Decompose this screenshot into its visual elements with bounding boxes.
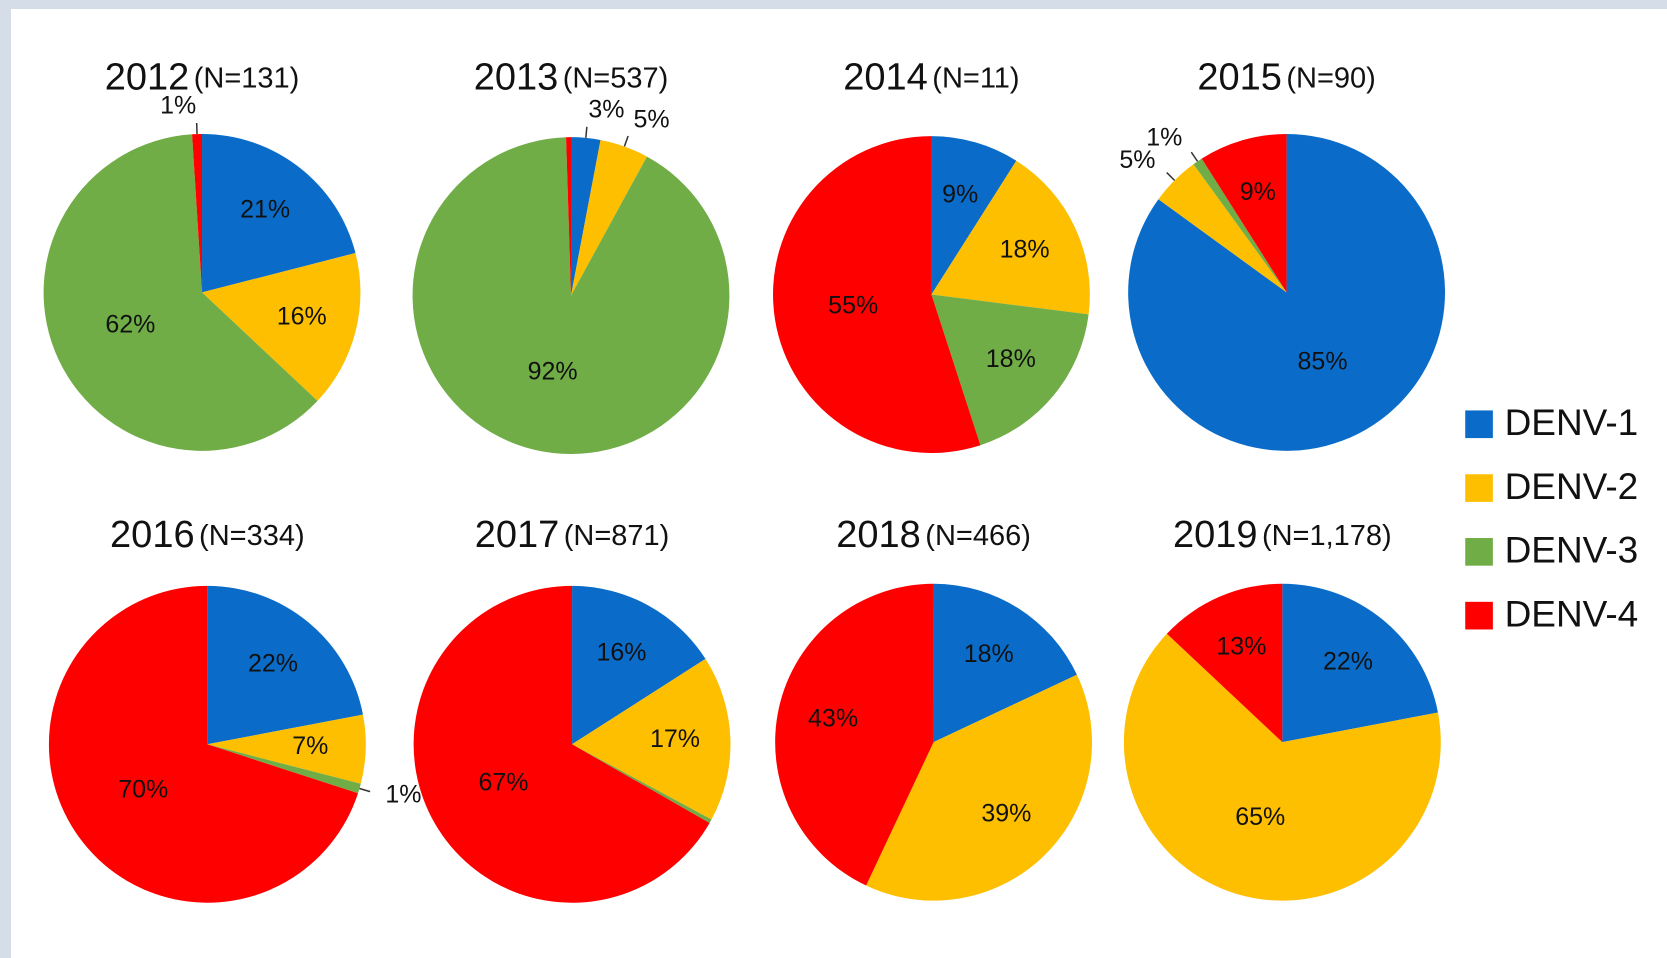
data-label: 55%	[828, 292, 878, 320]
pie-year: 2015	[1197, 57, 1282, 99]
pie-count: (N=90)	[1286, 62, 1375, 94]
data-label: 3%	[588, 96, 624, 124]
leader-line	[359, 787, 371, 793]
pie-slice	[773, 136, 981, 453]
pie-title: 2013 (N=537)	[474, 57, 669, 99]
pie-year: 2013	[474, 57, 559, 99]
pie-count: (N=537)	[563, 62, 669, 94]
data-label: 16%	[596, 639, 646, 667]
data-label: 22%	[1323, 647, 1373, 675]
data-label: 9%	[1240, 178, 1276, 206]
data-label: 17%	[650, 725, 700, 753]
data-label: 1%	[385, 781, 421, 809]
leader-line	[1166, 172, 1176, 181]
data-label: 70%	[118, 775, 168, 803]
pie-slice	[931, 136, 1017, 295]
pie-slice	[866, 674, 1093, 901]
pie-slice	[572, 744, 712, 823]
pie-slice	[572, 585, 706, 745]
pie-slice	[43, 134, 318, 451]
data-label: 67%	[479, 769, 529, 797]
data-label: 13%	[1216, 632, 1266, 660]
pie-slice	[413, 585, 710, 903]
pie-slice	[1193, 158, 1287, 293]
data-label: 18%	[1000, 235, 1050, 263]
pie-slice	[48, 585, 359, 903]
pie-title: 2016 (N=334)	[110, 514, 305, 556]
leader-line	[623, 135, 629, 147]
pie-title: 2014 (N=11)	[843, 57, 1019, 99]
pie-slice	[1123, 633, 1441, 901]
pie-slice	[933, 583, 1077, 743]
data-label: 7%	[292, 732, 328, 760]
pie-year: 2018	[836, 514, 921, 556]
pie-slice	[775, 583, 934, 886]
pie-count: (N=466)	[925, 520, 1031, 552]
data-label: 9%	[942, 180, 978, 208]
pie-slice	[207, 744, 361, 794]
legend-swatch	[1465, 601, 1493, 630]
pie-slice	[192, 133, 203, 293]
pie-slice	[202, 253, 361, 401]
leader-line	[1190, 151, 1199, 162]
pie-slice	[1282, 583, 1438, 743]
pie-slice	[572, 658, 731, 820]
pie-slice	[207, 714, 366, 784]
pie-count: (N=1,178)	[1262, 520, 1392, 552]
legend-swatch	[1465, 538, 1493, 566]
leader-line	[585, 126, 588, 138]
legend-swatch	[1465, 410, 1493, 439]
legend-label: DENV-1	[1505, 402, 1639, 443]
data-label: 43%	[808, 704, 858, 732]
data-label: 16%	[277, 303, 327, 331]
data-label: 5%	[1119, 146, 1155, 174]
data-label: 18%	[986, 345, 1036, 373]
data-label: 85%	[1298, 348, 1348, 376]
pie-slice	[207, 585, 363, 745]
data-label: 1%	[160, 92, 196, 120]
pie-title: 2017 (N=871)	[475, 514, 670, 556]
pie-title: 2019 (N=1,178)	[1173, 514, 1392, 556]
data-label: 18%	[964, 640, 1014, 668]
pie-slice	[412, 137, 730, 455]
pie-count: (N=131)	[194, 62, 300, 94]
data-label: 62%	[105, 311, 155, 339]
data-label: 22%	[248, 650, 298, 678]
pie-slice	[1201, 133, 1287, 293]
pie-count: (N=11)	[932, 62, 1019, 94]
data-label: 65%	[1235, 803, 1285, 831]
data-label: 5%	[633, 106, 669, 134]
pie-count: (N=871)	[564, 520, 670, 552]
pie-title: 2015 (N=90)	[1197, 57, 1375, 99]
legend-label: DENV-2	[1505, 466, 1639, 507]
pie-year: 2019	[1173, 514, 1258, 556]
data-label: 39%	[981, 800, 1031, 828]
pie-slice	[570, 137, 601, 296]
pie-slice	[931, 294, 1089, 446]
data-label: 21%	[240, 196, 290, 224]
legend-label: DENV-3	[1505, 530, 1639, 571]
pie-year: 2014	[843, 57, 928, 99]
pie-slice	[1166, 583, 1283, 743]
pie-year: 2012	[105, 57, 190, 99]
data-label: 92%	[528, 357, 578, 385]
pie-slice	[570, 139, 647, 296]
legend-label: DENV-4	[1505, 593, 1639, 634]
legend-swatch	[1465, 474, 1493, 502]
pie-slice	[566, 137, 571, 296]
pie-title: 2018 (N=466)	[836, 514, 1031, 556]
pie-year: 2016	[110, 514, 195, 556]
pie-slice	[931, 160, 1090, 315]
pie-slice	[202, 133, 356, 293]
pie-count: (N=334)	[199, 520, 305, 552]
pie-slice	[1158, 164, 1287, 293]
pie-year: 2017	[475, 514, 560, 556]
pie-title: 2012 (N=131)	[105, 57, 300, 99]
data-label: 1%	[1146, 124, 1182, 152]
